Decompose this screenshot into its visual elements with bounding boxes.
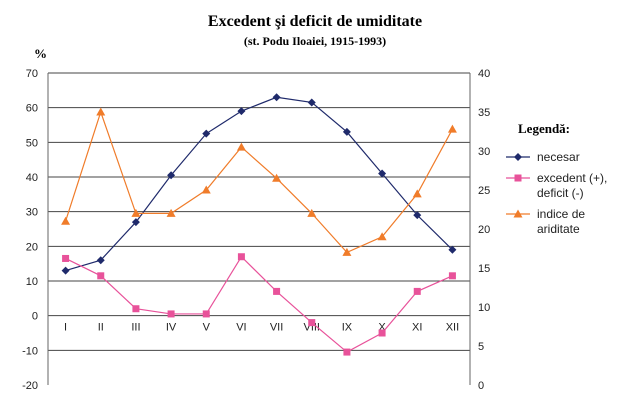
left-tick-label: 40 (26, 172, 38, 184)
right-tick-label: 5 (478, 341, 484, 353)
series-point (377, 232, 387, 241)
left-tick-label: 60 (26, 103, 38, 115)
series-point (97, 272, 105, 280)
y-axis-label: % (34, 46, 47, 61)
right-tick-label: 35 (478, 107, 490, 119)
series-point (272, 93, 281, 102)
series-point (131, 218, 140, 227)
series-point (342, 127, 351, 136)
right-axis-ticks: 0 5 10 15 20 25 30 35 40 (478, 68, 490, 392)
series-point (237, 253, 245, 261)
left-tick-label: 50 (26, 137, 38, 149)
x-tick-label: VI (236, 322, 246, 334)
series-point (514, 174, 522, 182)
right-tick-label: 40 (478, 68, 490, 80)
series-point (343, 348, 351, 356)
right-tick-label: 20 (478, 224, 490, 236)
left-tick-label: 0 (32, 311, 38, 323)
series-point (166, 208, 176, 217)
series-point (61, 216, 71, 225)
series-point (413, 211, 422, 220)
series-layer (61, 93, 457, 356)
x-tick-label: I (64, 322, 67, 334)
series-point (514, 153, 522, 161)
x-tick-label: II (98, 322, 104, 334)
series-point (307, 98, 316, 107)
x-tick-label: X (378, 322, 386, 334)
series-point (202, 310, 210, 318)
series-point (132, 305, 140, 313)
series-point (167, 310, 175, 318)
x-tick-label: IX (342, 322, 353, 334)
x-tick-label: XI (412, 322, 422, 334)
left-tick-label: 30 (26, 207, 38, 219)
series-point (202, 129, 211, 138)
right-tick-label: 15 (478, 263, 490, 275)
left-tick-label: -20 (22, 380, 38, 392)
series-point (447, 124, 457, 133)
series-point (342, 247, 352, 256)
x-axis-ticks: I II III IV V VI VII VIII IX X XI XII (64, 322, 459, 334)
chart-title: Excedent şi deficit de umiditate (208, 13, 422, 30)
series-point (272, 173, 282, 182)
grid-lines (47, 72, 471, 385)
legend-title: Legendă: (518, 121, 570, 136)
left-tick-label: 70 (26, 68, 38, 80)
right-tick-label: 10 (478, 302, 490, 314)
series-point (236, 142, 246, 151)
x-tick-label: IV (166, 322, 177, 334)
right-tick-label: 0 (478, 380, 484, 392)
series-point (237, 107, 246, 116)
series-point (167, 171, 176, 180)
series-point (62, 254, 70, 262)
legend-label: deficit (-) (537, 186, 584, 200)
series-line (65, 96, 453, 272)
series-point (307, 208, 317, 217)
left-axis-ticks: -20 -10 0 10 20 30 40 50 60 70 (22, 68, 38, 392)
chart-subtitle: (st. Podu Iloaiei, 1915-1993) (244, 34, 386, 48)
series-1 (61, 93, 457, 275)
series-point (61, 266, 70, 275)
series-2 (62, 253, 456, 356)
legend-label: excedent (+), (537, 171, 607, 185)
legend-label: ariditate (537, 222, 580, 236)
series-point (378, 329, 386, 337)
series-point (448, 245, 457, 254)
series-point (513, 209, 523, 218)
x-tick-label: VII (270, 322, 283, 334)
series-point (96, 256, 105, 265)
x-tick-label: III (131, 322, 140, 334)
series-line (65, 110, 453, 254)
left-tick-label: -10 (22, 345, 38, 357)
x-tick-label: V (203, 322, 211, 334)
legend: Legendă: necesar excedent (+),deficit (-)… (506, 121, 607, 236)
series-point (273, 287, 281, 295)
series-point (448, 272, 456, 280)
right-tick-label: 25 (478, 185, 490, 197)
legend-entry: necesar (506, 150, 580, 164)
x-tick-label: XII (446, 322, 459, 334)
series-point (378, 169, 387, 178)
left-tick-label: 20 (26, 241, 38, 253)
series-point (96, 107, 106, 116)
series-point (308, 319, 316, 327)
series-point (201, 185, 211, 194)
series-point (413, 287, 421, 295)
series-line (65, 255, 453, 353)
x-tick-label: VIII (303, 322, 320, 334)
series-3 (61, 107, 457, 256)
left-tick-label: 10 (26, 276, 38, 288)
legend-entry: excedent (+),deficit (-) (506, 171, 607, 200)
legend-label: indice de (537, 207, 585, 221)
legend-label: necesar (537, 150, 580, 164)
right-tick-label: 30 (478, 146, 490, 158)
series-point (412, 189, 422, 198)
series-point (131, 208, 141, 217)
